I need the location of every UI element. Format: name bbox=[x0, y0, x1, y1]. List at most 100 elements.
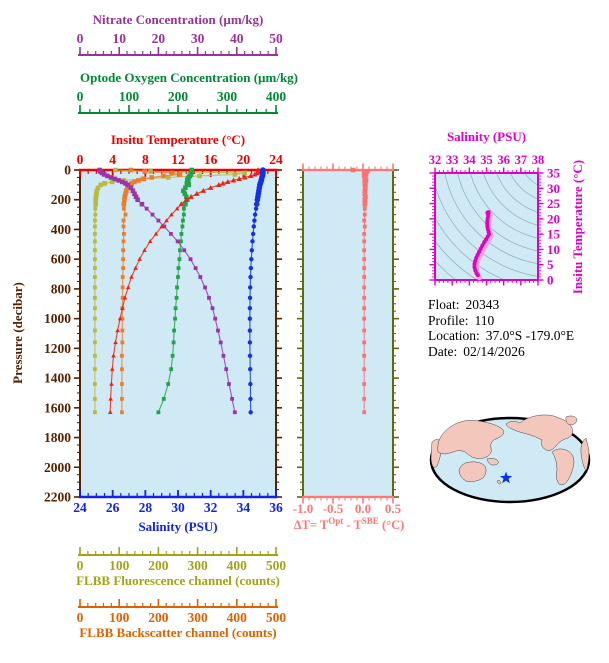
data-marker bbox=[171, 340, 176, 345]
data-marker bbox=[210, 306, 215, 311]
nitrate-axis-title: Nitrate Concentration (µm/kg) bbox=[92, 12, 264, 27]
data-marker bbox=[115, 328, 120, 333]
pressure-tick-label: 600 bbox=[51, 252, 72, 267]
fluorescence-axis-title: FLBB Fluorescence channel (counts) bbox=[76, 573, 280, 588]
data-marker bbox=[247, 328, 253, 333]
flbb-fluorescence-channel-counts-axis: 0 100 200 300 400 500 bbox=[77, 547, 286, 573]
data-marker bbox=[363, 185, 368, 191]
data-marker bbox=[108, 396, 113, 401]
temperature-tick-label: 20 bbox=[237, 152, 251, 167]
data-marker bbox=[198, 275, 203, 279]
data-marker bbox=[128, 167, 134, 173]
data-marker bbox=[175, 285, 179, 290]
delta-t-tick-label: -1.0 bbox=[293, 501, 314, 516]
backscatter-axis-title: FLBB Backscatter channel (counts) bbox=[79, 625, 277, 640]
data-marker bbox=[248, 381, 253, 387]
world-map bbox=[429, 414, 591, 504]
data-marker bbox=[120, 328, 125, 333]
nitrate-concentration-m-kg-axis: 0 10 20 30 40 50 bbox=[77, 31, 283, 56]
data-marker bbox=[170, 353, 175, 358]
data-marker bbox=[362, 191, 368, 197]
data-marker bbox=[247, 340, 253, 345]
data-marker bbox=[120, 295, 125, 300]
data-marker bbox=[120, 410, 124, 415]
data-marker bbox=[213, 316, 218, 321]
data-marker bbox=[362, 201, 368, 207]
data-marker bbox=[177, 257, 182, 262]
data-marker bbox=[93, 197, 98, 203]
data-marker bbox=[169, 170, 175, 176]
data-marker bbox=[182, 191, 188, 197]
data-marker bbox=[250, 239, 255, 244]
data-marker bbox=[362, 328, 367, 333]
data-marker bbox=[166, 382, 171, 386]
salinity-tick-label: 34 bbox=[237, 500, 251, 515]
data-marker bbox=[193, 266, 198, 270]
pressure-tick-label: 200 bbox=[51, 192, 72, 207]
data-marker bbox=[473, 259, 478, 264]
data-marker bbox=[172, 328, 176, 333]
data-marker bbox=[242, 170, 247, 176]
data-marker bbox=[248, 396, 253, 402]
data-marker bbox=[218, 340, 223, 345]
ts-temperature-tick-label: 35 bbox=[547, 166, 561, 181]
data-marker bbox=[480, 243, 485, 248]
salinity-tick-label: 36 bbox=[269, 500, 283, 515]
data-marker bbox=[133, 194, 139, 200]
data-marker bbox=[181, 212, 186, 217]
float-location-star bbox=[499, 471, 513, 484]
data-marker bbox=[362, 367, 367, 372]
data-marker bbox=[112, 176, 118, 182]
data-marker bbox=[107, 409, 113, 415]
pressure-tick-label: 0 bbox=[64, 163, 71, 178]
data-marker bbox=[109, 381, 114, 386]
data-marker bbox=[247, 295, 253, 301]
map-landmass bbox=[437, 420, 505, 459]
pressure-axis-title: Pressure (decibar) bbox=[10, 282, 25, 384]
float-id-line: Float: 20343 bbox=[428, 297, 500, 312]
data-marker bbox=[92, 257, 97, 262]
data-marker bbox=[173, 316, 177, 321]
data-marker bbox=[95, 185, 101, 191]
salinity-tick-label: 26 bbox=[106, 500, 120, 515]
data-marker bbox=[247, 173, 254, 179]
data-marker bbox=[99, 170, 105, 176]
data-marker bbox=[247, 306, 253, 311]
data-marker bbox=[121, 218, 126, 223]
plot-background bbox=[303, 170, 393, 497]
ts-salinity-axis-title: Salinity (PSU) bbox=[446, 129, 527, 144]
data-marker bbox=[248, 410, 253, 415]
data-marker bbox=[252, 218, 257, 223]
tick-label: 10 bbox=[112, 31, 126, 46]
data-marker bbox=[92, 306, 97, 311]
data-marker bbox=[92, 239, 97, 244]
data-marker bbox=[128, 185, 134, 191]
data-marker bbox=[144, 206, 149, 211]
data-marker bbox=[180, 224, 185, 229]
data-marker bbox=[362, 382, 367, 386]
data-marker bbox=[116, 178, 122, 183]
data-marker bbox=[248, 274, 253, 280]
map-landmass bbox=[565, 415, 578, 426]
data-marker bbox=[98, 182, 104, 188]
data-marker bbox=[363, 194, 368, 200]
data-marker bbox=[472, 265, 477, 270]
data-marker bbox=[186, 182, 192, 188]
main-profile-plot: 0200400600800100012001400160018002000220… bbox=[44, 152, 283, 515]
data-marker bbox=[92, 367, 97, 372]
data-marker bbox=[135, 197, 140, 203]
data-marker bbox=[176, 275, 180, 279]
data-marker bbox=[486, 210, 491, 215]
data-marker bbox=[242, 174, 248, 180]
data-marker bbox=[169, 367, 174, 372]
tick-label: 0 bbox=[77, 558, 84, 573]
salinity-tick-label: 28 bbox=[139, 500, 153, 515]
data-marker bbox=[120, 316, 125, 321]
data-marker bbox=[121, 257, 126, 262]
data-marker bbox=[139, 201, 145, 207]
temperature-tick-label: 8 bbox=[142, 152, 149, 167]
data-marker bbox=[178, 201, 184, 207]
data-marker bbox=[132, 191, 137, 197]
data-marker bbox=[123, 191, 128, 197]
